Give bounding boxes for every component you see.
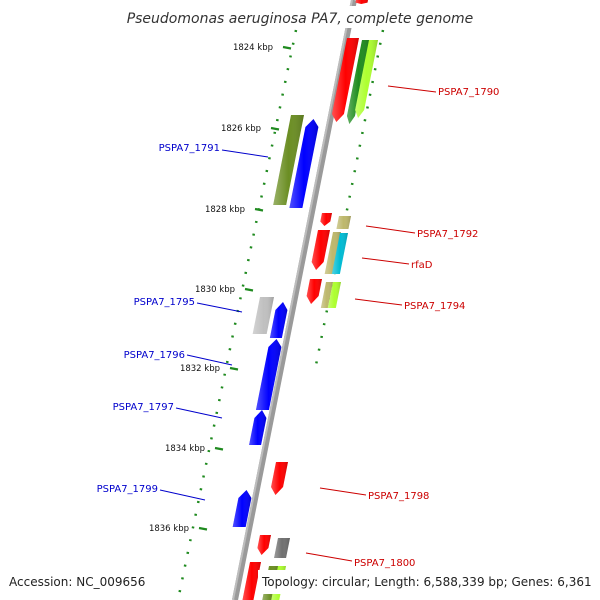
kbp-tick-label: 1828 kbp xyxy=(205,205,245,215)
gene-label[interactable]: PSPA7_1796 xyxy=(124,350,185,361)
gene-arrow-pspa7-1798 xyxy=(271,462,288,495)
gene-arrow xyxy=(355,40,378,118)
kbp-tick-label: 1834 kbp xyxy=(165,444,205,454)
accession-backing xyxy=(0,570,160,594)
kbp-tick-label: 1832 kbp xyxy=(180,364,220,374)
accession-text: Accession: NC_009656 xyxy=(9,575,145,589)
kbp-tick-label: 1836 kbp xyxy=(149,524,189,534)
title-backing xyxy=(118,6,482,28)
gene-label[interactable]: PSPA7_1790 xyxy=(438,87,499,98)
gene-label-leader xyxy=(387,85,437,93)
gene-arrow xyxy=(336,216,351,229)
kbp-tick xyxy=(282,45,292,50)
gene-arrow xyxy=(242,562,261,600)
kbp-tick xyxy=(270,126,280,131)
gene-label-leader xyxy=(159,489,206,501)
gene-arrow-pspa7-1800 xyxy=(257,535,271,555)
gene-label-leader xyxy=(221,149,269,158)
kbp-tick-label: 1824 kbp xyxy=(233,43,273,53)
gene-arrow xyxy=(273,115,304,205)
topology-backing xyxy=(258,570,600,594)
gene-arrow xyxy=(274,538,290,558)
kbp-tick xyxy=(229,366,239,371)
kbp-tick-label: 1830 kbp xyxy=(195,285,235,295)
map-title: Pseudomonas aeruginosa PA7, complete gen… xyxy=(127,11,474,27)
gene-label-leader xyxy=(319,487,367,496)
gene-label[interactable]: PSPA7_1799 xyxy=(97,484,158,495)
kbp-tick xyxy=(244,287,254,292)
gene-label[interactable]: PSPA7_1794 xyxy=(404,301,465,312)
gene-label[interactable]: PSPA7_1797 xyxy=(113,402,174,413)
gene-arrow-rfad xyxy=(324,232,341,274)
gene-arrow-pspa7-1791 xyxy=(289,119,319,208)
topology-text: Topology: circular; Length: 6,588,339 bp… xyxy=(261,575,592,589)
backbone xyxy=(232,0,357,600)
gene-label-leader xyxy=(196,302,243,313)
gene-arrow xyxy=(355,0,368,4)
gene-arrow-pspa7-1792 xyxy=(320,213,332,226)
gene-label[interactable]: rfaD xyxy=(411,260,433,271)
gene-arrow-pspa7-1797 xyxy=(249,410,267,445)
kbp-tick xyxy=(254,207,264,212)
gene-arrow xyxy=(306,279,322,304)
gene-arrow xyxy=(311,230,330,270)
gene-label[interactable]: PSPA7_1800 xyxy=(354,558,415,569)
gene-label-leader xyxy=(186,354,233,366)
gene-arrow-pspa7-1794 xyxy=(327,282,341,308)
gene-arrow xyxy=(331,233,348,274)
gene-label[interactable]: PSPA7_1792 xyxy=(417,229,478,240)
kbp-tick xyxy=(198,526,208,531)
gene-arrow xyxy=(346,40,370,124)
gene-label[interactable]: PSPA7_1795 xyxy=(134,297,195,308)
gene-labels: PSPA7_1790 PSPA7_1791 PSPA7_1792 rfaD PSPA7_… xyxy=(97,85,499,569)
gene-arrow-pspa7-1796 xyxy=(255,339,282,410)
gene-label-leader xyxy=(365,225,416,234)
gene-features xyxy=(232,0,378,600)
gene-label-leader xyxy=(305,552,353,562)
gene-label[interactable]: PSPA7_1798 xyxy=(368,491,429,502)
gene-label-leader xyxy=(361,257,410,265)
kbp-ticks: 1824 kbp 1826 kbp 1828 kbp 1830 kbp 1832 kbp… xyxy=(149,43,292,534)
gene-arrow-pspa7-1790 xyxy=(331,38,359,122)
kbp-tick xyxy=(214,446,224,451)
gene-arrow xyxy=(320,282,333,308)
gene-arrow-pspa7-1795 xyxy=(269,302,288,338)
gene-arrow xyxy=(252,297,274,334)
gene-label-leader xyxy=(175,407,223,419)
gene-arrow-pspa7-1799 xyxy=(232,490,252,527)
gene-label-leader xyxy=(354,298,403,306)
kbp-tick-label: 1826 kbp xyxy=(221,124,261,134)
gene-label[interactable]: PSPA7_1791 xyxy=(159,143,220,154)
